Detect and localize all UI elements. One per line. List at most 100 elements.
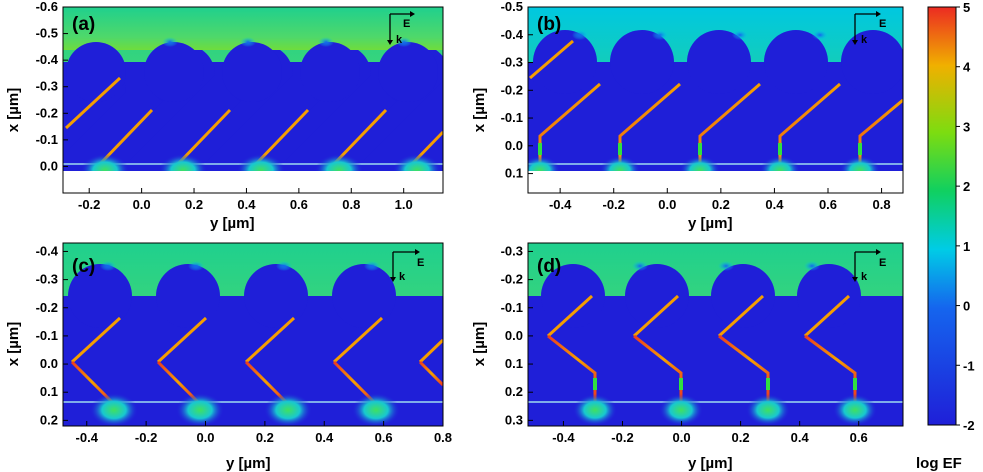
panel-d-ylabel: x [µm] xyxy=(471,322,488,366)
panel-a-frame xyxy=(62,6,444,194)
colorbar-tick-label: 4 xyxy=(963,60,971,75)
colorbar-tick-label: 5 xyxy=(963,0,970,15)
panel-b-frame xyxy=(527,6,904,194)
panel-c-ytick-label: -0.3 xyxy=(36,272,58,287)
panel-c-ytick-label: -0.4 xyxy=(36,243,59,258)
panel-d-ytick-label: 0.3 xyxy=(505,412,523,427)
panel-d-field-map xyxy=(528,243,903,426)
panel-c-xtick-label: -0.4 xyxy=(76,430,99,445)
panel-b-xtick-label: 0.4 xyxy=(765,197,784,212)
panel-c-axes: -0.4 -0.2 0.0 0.2 0.4 0.6 0.8 -0.4 -0.3 -0.2 -0.1 0… xyxy=(36,243,452,445)
panel-a-e-vector-label: E xyxy=(403,18,410,30)
panel-c-xlabel: y [µm] xyxy=(226,455,270,472)
panel-d-xlabel: y [µm] xyxy=(688,455,732,472)
panel-c-ylabel: x [µm] xyxy=(5,322,22,366)
panel-a-xtick-label: 1.0 xyxy=(395,197,413,212)
panel-a-xtick-label: 0.2 xyxy=(185,197,203,212)
panel-b-ytick-label: -0.5 xyxy=(501,0,523,14)
panel-d-xtick-label: -0.2 xyxy=(611,430,633,445)
panel-c-k-vector-label: k xyxy=(399,271,406,283)
panel-d-k-vector-label: k xyxy=(861,271,868,283)
panel-a-axes: -0.2 0.0 0.2 0.4 0.6 0.8 1.0 -0.6 -0.5 -0.4 -0.3 -0… xyxy=(36,0,413,212)
panel-d-xtick-label: 0.0 xyxy=(673,430,691,445)
panel-c-e-vector-label: E xyxy=(417,257,424,269)
colorbar-tick-label: 0 xyxy=(963,299,970,314)
colorbar-tick-label: 2 xyxy=(963,179,970,194)
panel-a-ytick-label: -0.4 xyxy=(36,52,59,67)
panel-c-vector-indicator: E k xyxy=(390,249,424,283)
panel-a-xtick-label: 0.4 xyxy=(237,197,256,212)
panel-c-ytick-label: -0.1 xyxy=(36,328,58,343)
panel-b-xtick-label: -0.2 xyxy=(603,197,625,212)
panel-d-e-vector-label: E xyxy=(879,257,886,269)
panel-a-xtick-label: -0.2 xyxy=(78,197,100,212)
panel-c: (c) E k -0.4 -0.2 0.0 0.2 0.4 0.6 0.8 -0.4 -0.3 -… xyxy=(5,242,452,472)
panel-a-ytick-label: -0.2 xyxy=(36,105,58,120)
panel-d-ytick-label: 0.1 xyxy=(505,356,523,371)
panel-d-label: (d) xyxy=(537,256,561,277)
panel-d-xtick-label: 0.6 xyxy=(850,430,868,445)
colorbar-gradient xyxy=(927,6,957,426)
panel-a-label: (a) xyxy=(72,14,95,35)
panel-c-xtick-label: 0.8 xyxy=(434,430,452,445)
panel-c-ytick-label: 0.1 xyxy=(40,384,58,399)
panel-d-axes: -0.4 -0.2 0.0 0.2 0.4 0.6 -0.3 -0.2 -0.1 0.0 0.1 0.… xyxy=(501,243,868,445)
panel-c-ytick-label: 0.2 xyxy=(40,412,58,427)
panel-a-ytick-label: -0.6 xyxy=(36,0,58,14)
panel-d-xtick-label: 0.4 xyxy=(791,430,810,445)
panel-b-field-map xyxy=(528,7,903,171)
colorbar-tick-label: 1 xyxy=(963,239,970,254)
panel-b-xlabel: y [µm] xyxy=(688,215,732,232)
panel-b-label: (b) xyxy=(537,14,561,35)
panel-a-xtick-label: 0.6 xyxy=(290,197,308,212)
panel-a-xtick-label: 0.8 xyxy=(342,197,360,212)
panel-d-ytick-label: -0.3 xyxy=(501,243,523,258)
panel-c-ytick-label: -0.2 xyxy=(36,300,58,315)
panel-c-xtick-label: 0.4 xyxy=(315,430,334,445)
panel-b-ylabel: x [µm] xyxy=(471,88,488,132)
panel-d: (d) E k -0.4 -0.2 0.0 0.2 0.4 0.6 -0.3 -0.2 -0.1… xyxy=(471,242,904,472)
panel-b-k-vector-label: k xyxy=(861,34,868,46)
colorbar-label: log EF xyxy=(916,455,962,472)
panel-b-xtick-label: 0.0 xyxy=(658,197,676,212)
panel-a-xtick-label: 0.0 xyxy=(133,197,151,212)
panel-b-ytick-label: -0.1 xyxy=(501,110,523,125)
panel-d-ytick-label: -0.1 xyxy=(501,300,523,315)
panel-d-xtick-label: 0.2 xyxy=(732,430,750,445)
colorbar-ticks: 5 4 3 2 1 0 -1 -2 xyxy=(956,0,975,433)
panel-c-xtick-label: 0.0 xyxy=(196,430,214,445)
panel-a-ytick-label: -0.1 xyxy=(36,132,58,147)
panel-a: (a) E k -0.2 0.0 0.2 0.4 0.6 0.8 1.0-0.6-0.5-0… xyxy=(5,0,444,232)
colorbar-tick-label: 3 xyxy=(963,119,970,134)
panel-b-xtick-label: -0.4 xyxy=(549,197,572,212)
panel-c-field-map xyxy=(63,243,443,426)
colorbar: 5 4 3 2 1 0 -1 -2 log EF xyxy=(916,0,975,472)
panel-b: (b) E k -0.4 -0.2 0.0 0.2 0.4 0.6 0.8-0.5-0.4-… xyxy=(471,0,904,232)
panel-a-field-map xyxy=(63,7,443,171)
colorbar-tick-label: -2 xyxy=(963,418,975,433)
panel-b-ytick-label: 0.1 xyxy=(505,166,523,181)
panel-b-xtick-label: 0.6 xyxy=(819,197,837,212)
panel-b-ytick-label: 0.0 xyxy=(505,138,523,153)
panel-d-vector-indicator: E k xyxy=(852,249,886,283)
panel-d-xtick-label: -0.4 xyxy=(552,430,575,445)
panel-d-ytick-label: -0.2 xyxy=(501,272,523,287)
panel-b-ytick-label: -0.4 xyxy=(501,27,524,42)
panel-b-axes: -0.4 -0.2 0.0 0.2 0.4 0.6 0.8 -0.5 -0.4 -0.3 -0.2 -… xyxy=(501,0,891,212)
panel-b-ytick-label: -0.3 xyxy=(501,55,523,70)
panel-d-ytick-label: 0.0 xyxy=(505,328,523,343)
panel-d-frame xyxy=(527,242,904,427)
panel-c-xtick-label: 0.2 xyxy=(256,430,274,445)
panel-b-xtick-label: 0.8 xyxy=(873,197,891,212)
panel-c-xtick-label: 0.6 xyxy=(375,430,393,445)
colorbar-tick-label: -1 xyxy=(963,358,975,373)
panel-b-vector-indicator: E k xyxy=(852,11,886,46)
panel-a-k-vector-label: k xyxy=(396,34,403,46)
panel-c-label: (c) xyxy=(72,256,95,277)
panel-a-xlabel: y [µm] xyxy=(210,215,254,232)
panel-d-ytick-label: 0.2 xyxy=(505,384,523,399)
panel-a-ytick-label: -0.5 xyxy=(36,26,58,41)
panel-c-frame xyxy=(62,242,444,427)
panel-a-ytick-label: -0.3 xyxy=(36,79,58,94)
